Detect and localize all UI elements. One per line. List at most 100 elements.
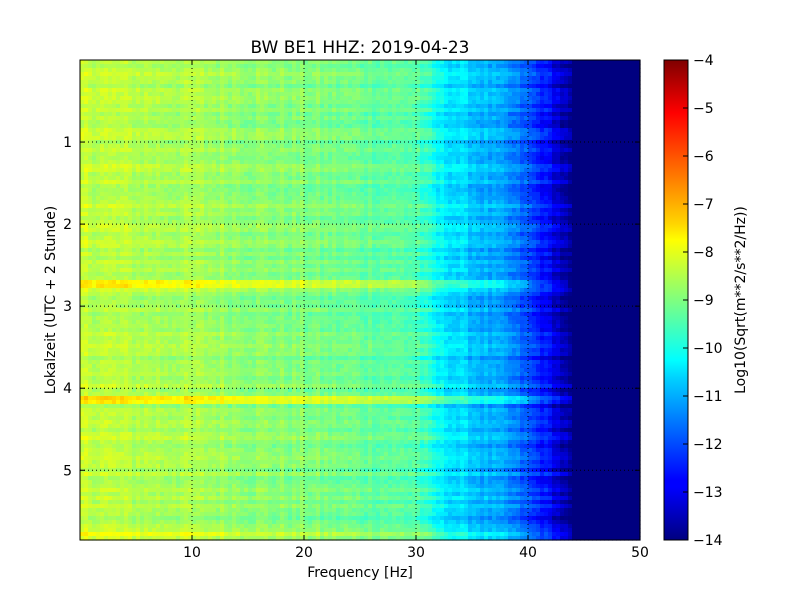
spectrogram-cell xyxy=(412,116,417,121)
spectrogram-cell xyxy=(184,152,189,157)
spectrogram-cell xyxy=(628,136,633,141)
spectrogram-cell xyxy=(596,116,601,121)
spectrogram-cell xyxy=(512,128,517,133)
spectrogram-cell xyxy=(596,128,601,133)
spectrogram-cell xyxy=(492,184,497,189)
spectrogram-cell xyxy=(512,116,517,121)
spectrogram-cell xyxy=(632,60,637,65)
spectrogram-cell xyxy=(512,104,517,109)
spectrogram-cell xyxy=(308,152,313,157)
spectrogram-cell xyxy=(336,132,341,137)
spectrogram-cell xyxy=(588,64,593,69)
spectrogram-cell xyxy=(212,96,217,101)
spectrogram-cell xyxy=(208,60,213,65)
spectrogram-cell xyxy=(488,100,493,105)
spectrogram-cell xyxy=(472,132,477,137)
spectrogram-cell xyxy=(424,76,429,81)
spectrogram-cell xyxy=(288,60,293,65)
spectrogram-cell xyxy=(424,64,429,69)
spectrogram-cell xyxy=(284,116,289,121)
spectrogram-cell xyxy=(416,128,421,133)
spectrogram-cell xyxy=(580,72,585,77)
spectrogram-cell xyxy=(124,132,129,137)
spectrogram-cell xyxy=(216,184,221,189)
spectrogram-cell xyxy=(500,104,505,109)
spectrogram-cell xyxy=(180,112,185,117)
spectrogram-cell xyxy=(244,192,249,197)
spectrogram-cell xyxy=(284,88,289,93)
spectrogram-cell xyxy=(564,68,569,73)
spectrogram-cell xyxy=(344,192,349,197)
spectrogram-cell xyxy=(364,180,369,185)
spectrogram-cell xyxy=(372,104,377,109)
spectrogram-cell xyxy=(256,132,261,137)
spectrogram-cell xyxy=(232,168,237,173)
spectrogram-cell xyxy=(124,100,129,105)
spectrogram-cell xyxy=(84,72,89,77)
spectrogram-cell xyxy=(532,196,537,201)
spectrogram-cell xyxy=(204,144,209,149)
spectrogram-cell xyxy=(88,88,93,93)
spectrogram-cell xyxy=(284,164,289,169)
spectrogram-cell xyxy=(360,64,365,69)
spectrogram-cell xyxy=(516,96,521,101)
spectrogram-cell xyxy=(428,68,433,73)
spectrogram-cell xyxy=(628,128,633,133)
spectrogram-cell xyxy=(168,88,173,93)
spectrogram-cell xyxy=(100,120,105,125)
spectrogram-cell xyxy=(156,144,161,149)
spectrogram-cell xyxy=(136,196,141,201)
spectrogram-cell xyxy=(348,136,353,141)
spectrogram-cell xyxy=(520,100,525,105)
spectrogram-cell xyxy=(128,64,133,69)
spectrogram-cell xyxy=(480,80,485,85)
spectrogram-cell xyxy=(388,148,393,153)
spectrogram-cell xyxy=(88,112,93,117)
spectrogram-cell xyxy=(300,120,305,125)
spectrogram-cell xyxy=(252,184,257,189)
spectrogram-cell xyxy=(272,140,277,145)
spectrogram-cell xyxy=(128,164,133,169)
spectrogram-cell xyxy=(472,136,477,141)
spectrogram-cell xyxy=(140,76,145,81)
spectrogram-cell xyxy=(132,116,137,121)
spectrogram-cell xyxy=(180,116,185,121)
spectrogram-cell xyxy=(384,172,389,177)
spectrogram-cell xyxy=(448,156,453,161)
spectrogram-cell xyxy=(228,88,233,93)
spectrogram-cell xyxy=(540,156,545,161)
spectrogram-cell xyxy=(588,96,593,101)
spectrogram-cell xyxy=(472,104,477,109)
spectrogram-cell xyxy=(448,160,453,165)
spectrogram-cell xyxy=(580,144,585,149)
spectrogram-cell xyxy=(464,104,469,109)
spectrogram-cell xyxy=(504,116,509,121)
spectrogram-cell xyxy=(616,72,621,77)
spectrogram-cell xyxy=(164,88,169,93)
spectrogram-cell xyxy=(140,72,145,77)
spectrogram-cell xyxy=(208,80,213,85)
spectrogram-cell xyxy=(88,196,93,201)
spectrogram-cell xyxy=(184,148,189,153)
spectrogram-cell xyxy=(580,192,585,197)
spectrogram-cell xyxy=(588,60,593,65)
spectrogram-cell xyxy=(408,140,413,145)
spectrogram-cell xyxy=(280,96,285,101)
spectrogram-cell xyxy=(372,172,377,177)
spectrogram-cell xyxy=(216,168,221,173)
spectrogram-cell xyxy=(152,120,157,125)
spectrogram-cell xyxy=(300,64,305,69)
spectrogram-cell xyxy=(616,92,621,97)
spectrogram-cell xyxy=(612,188,617,193)
spectrogram-cell xyxy=(456,60,461,65)
spectrogram-cell xyxy=(432,80,437,85)
spectrogram-cell xyxy=(152,88,157,93)
spectrogram-cell xyxy=(240,96,245,101)
spectrogram-cell xyxy=(128,172,133,177)
spectrogram-cell xyxy=(368,116,373,121)
spectrogram-cell xyxy=(444,140,449,145)
spectrogram-cell xyxy=(344,200,349,205)
spectrogram-cell xyxy=(440,120,445,125)
spectrogram-cell xyxy=(616,60,621,65)
spectrogram-cell xyxy=(436,76,441,81)
